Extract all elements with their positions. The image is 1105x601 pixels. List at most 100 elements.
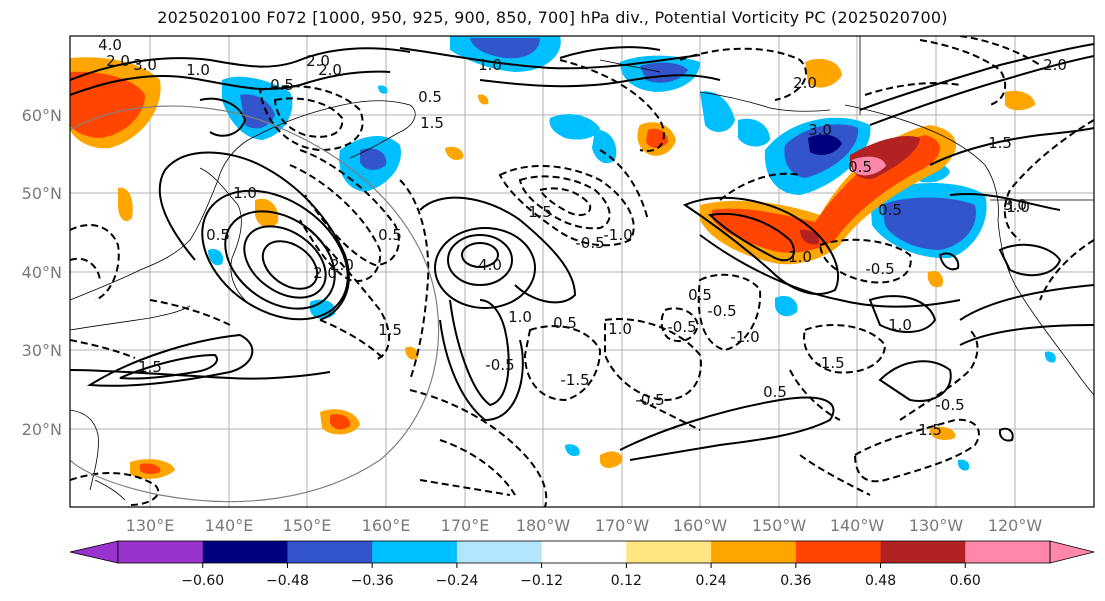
colorbar-bin [965, 541, 1051, 563]
colorbar-tick-label: −0.36 [351, 573, 394, 589]
contour-label: 1.0 [233, 184, 257, 202]
negative-contours [70, 36, 1094, 507]
contour-label: -1.0 [603, 226, 632, 244]
contour-label: 1.0 [608, 320, 632, 338]
colorbar-bin [541, 541, 627, 563]
lat-label: 20°N [22, 420, 62, 439]
lon-label: 130°E [126, 516, 175, 535]
lon-label: 160°E [362, 516, 411, 535]
plot-frame [69, 35, 1095, 508]
lat-label: 60°N [22, 106, 62, 125]
colorbar-tick-label: 0.12 [611, 573, 642, 589]
contour-label: 2.0 [330, 256, 354, 274]
contour-label: 0.5 [878, 201, 902, 219]
contour-label: 0.5 [378, 226, 402, 244]
lon-label: 120°W [988, 516, 1043, 535]
lon-label: 150°W [752, 516, 807, 535]
colorbar-frame [117, 540, 1051, 564]
lat-label: 40°N [22, 263, 62, 282]
gridlines [70, 36, 1094, 507]
contour-label: 0.5 [763, 383, 787, 401]
colorbar-bin [372, 541, 458, 563]
lat-label: 50°N [22, 184, 62, 203]
contour-label: 1.0 [788, 248, 812, 266]
contour-label: 1.0 [1006, 198, 1030, 216]
contour-label: -0.5 [635, 391, 664, 409]
colorbar-bin [202, 541, 288, 563]
reference-arc [70, 105, 440, 503]
contour-label: 1.0 [186, 61, 210, 79]
contour-label: -0.5 [485, 356, 514, 374]
map-title: 2025020100 F072 [1000, 950, 925, 900, 85… [157, 8, 948, 27]
colorbar-tick-label: 0.60 [950, 573, 981, 589]
contour-label: -0.5 [667, 318, 696, 336]
coastlines [70, 36, 1094, 501]
colorbar-tick-label: −0.12 [520, 573, 563, 589]
colorbar-extend-low [69, 540, 119, 564]
lon-label: 150°E [283, 516, 332, 535]
contour-label: 2.0 [306, 52, 330, 70]
colorbar-bin [456, 541, 543, 563]
lon-label: 170°W [595, 516, 650, 535]
lon-label: 180°W [516, 516, 571, 535]
contour-label: 3.0 [1003, 196, 1027, 214]
colorbar-tick-label: 0.48 [865, 573, 896, 589]
contour-label: 0.5 [688, 286, 712, 304]
colorbar-bin [626, 541, 712, 563]
contour-label: 0.5 [553, 314, 577, 332]
contour-label: 2.0 [313, 264, 337, 282]
colorbar-tick-label: −0.48 [266, 573, 309, 589]
contour-label: -1.0 [730, 328, 759, 346]
contour-label: -0.5 [707, 302, 736, 320]
colorbar-bin [795, 541, 882, 563]
lon-label: 140°W [830, 516, 885, 535]
longitude-labels: 130°E 140°E 150°E 160°E 170°E 180°W 170°… [126, 516, 1043, 535]
contour-label: -1.5 [560, 371, 589, 389]
colorbar-tick-label: −0.60 [181, 573, 224, 589]
contour-label: 3.0 [133, 56, 157, 74]
contour-label: -0.5 [935, 396, 964, 414]
lon-label: 160°W [673, 516, 728, 535]
contour-label: 1.5 [420, 114, 444, 132]
contour-label: 1.5 [138, 358, 162, 376]
colorbar-bin [118, 541, 204, 563]
contour-label: 4.0 [98, 36, 122, 54]
contour-labels: 4.03.02.0 1.00.52.00.51.52.0 1.00.51.02.00… [98, 36, 1067, 439]
colorbar-tick-label: −0.24 [435, 573, 478, 589]
lon-label: 130°W [909, 516, 964, 535]
lon-label: 140°E [205, 516, 254, 535]
contour-label: -1.5 [815, 354, 844, 372]
pv-fill-patches [70, 36, 1056, 479]
colorbar-bin [287, 541, 373, 563]
contour-label: 1.0 [888, 316, 912, 334]
contour-label: 1.5 [378, 321, 402, 339]
colorbar-ticks: −0.60 −0.48 −0.36 −0.24 −0.12 0.12 0.24 0.36 0.4… [181, 563, 981, 589]
colorbar-bin [711, 541, 797, 563]
contour-label: 0.5 [848, 158, 872, 176]
contour-label: 0.5 [418, 88, 442, 106]
contour-label: 1.5 [918, 421, 942, 439]
colorbar [69, 540, 1095, 564]
contour-label: 2.0 [1043, 56, 1067, 74]
contour-label: 4.0 [478, 256, 502, 274]
contour-label: 0.5 [206, 226, 230, 244]
contour-label: 2.0 [793, 74, 817, 92]
colorbar-tick-label: 0.36 [780, 573, 811, 589]
lon-label: 170°E [441, 516, 490, 535]
colorbar-bin [880, 541, 966, 563]
contour-label: -0.5 [575, 234, 604, 252]
contour-label: 3.0 [808, 121, 832, 139]
lat-label: 30°N [22, 341, 62, 360]
colorbar-tick-label: 0.24 [696, 573, 727, 589]
contour-label: 0.5 [270, 76, 294, 94]
positive-contours [70, 43, 1094, 461]
contour-label: -0.5 [865, 260, 894, 278]
contour-label: 2.0 [106, 52, 130, 70]
colorbar-extend-high [1049, 540, 1095, 564]
contour-label: 1.0 [478, 56, 502, 74]
contour-label: 1.0 [508, 308, 532, 326]
contour-label: 1.5 [528, 203, 552, 221]
contour-label: 1.5 [988, 134, 1012, 152]
latitude-labels: 60°N 50°N 40°N 30°N 20°N [22, 106, 62, 439]
